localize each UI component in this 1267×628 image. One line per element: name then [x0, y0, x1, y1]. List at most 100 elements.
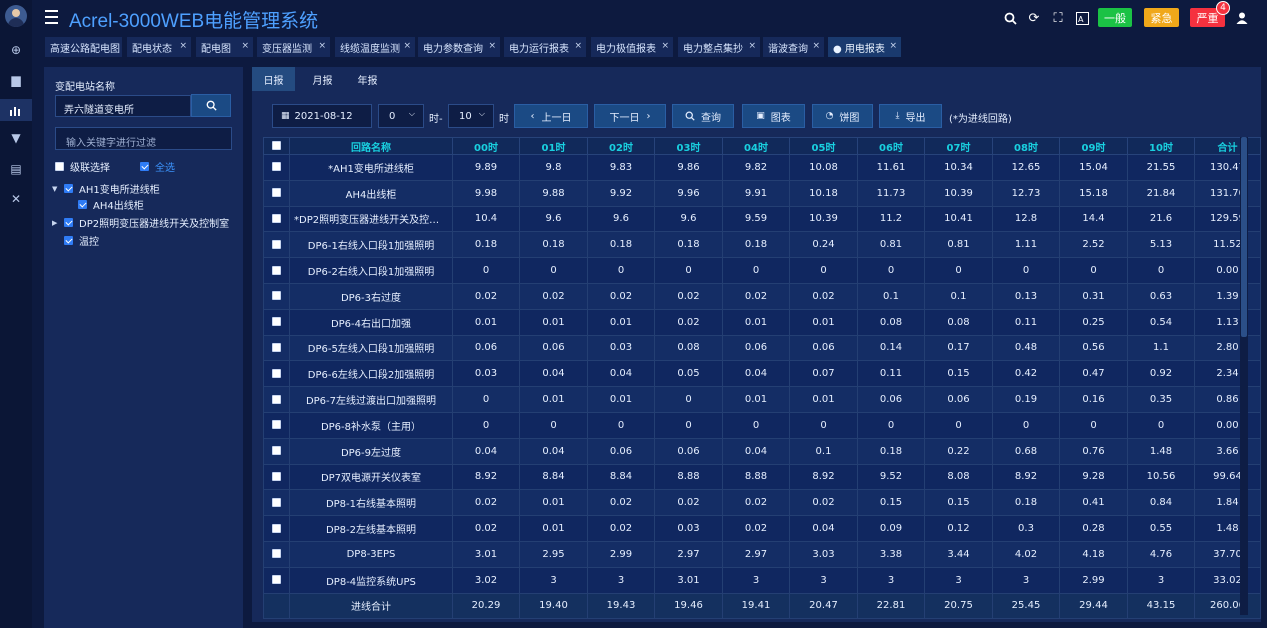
table-row[interactable]: DP6-8补水泵（主用） 0 0 0 0 0 0 0 0 0 0 0 0.00 [263, 411, 1261, 439]
row-checkbox[interactable] [272, 575, 281, 585]
station-search-button[interactable] [191, 94, 231, 117]
close-icon[interactable]: × [488, 41, 496, 51]
next-day-button[interactable]: 下一日 › [594, 104, 666, 128]
close-icon[interactable]: × [748, 41, 756, 51]
user-icon[interactable] [1234, 10, 1250, 26]
tree-node-checkbox[interactable] [78, 200, 87, 209]
table-row[interactable]: AH4出线柜 9.98 9.88 9.92 9.96 9.91 10.18 11.73 10.3… [263, 179, 1261, 207]
tree-node[interactable]: 温控 [52, 233, 99, 248]
table-row[interactable]: *DP2照明变压器进线开关及控制室 10.4 9.6 9.6 9.6 9.59 10.39 1… [263, 205, 1261, 233]
alarm-urgent-button[interactable]: 紧急 [1144, 8, 1179, 27]
tab-7[interactable]: 电力极值报表 × [591, 37, 673, 57]
select-all-rows-checkbox[interactable] [272, 141, 281, 150]
row-checkbox-cell[interactable] [263, 231, 290, 259]
station-select[interactable]: 弄六隧道变电所 [55, 95, 191, 117]
row-checkbox-cell[interactable] [263, 257, 290, 284]
row-checkbox-cell[interactable] [263, 437, 290, 465]
table-row[interactable]: DP6-2右线入口段1加强照明 0 0 0 0 0 0 0 0 0 0 0 0.00 [263, 257, 1261, 284]
row-checkbox-cell[interactable] [263, 515, 290, 542]
row-checkbox[interactable] [272, 162, 281, 172]
tab-9[interactable]: 谐波查询 × [763, 37, 824, 57]
select-all-option[interactable]: 全选 [140, 159, 175, 174]
camera-icon[interactable]: ▼ [11, 131, 21, 145]
row-checkbox[interactable] [272, 291, 281, 301]
table-row[interactable]: DP8-2左线基本照明 0.02 0.01 0.02 0.03 0.02 0.04 0.09 0… [263, 515, 1261, 542]
select-all-checkbox[interactable] [140, 162, 149, 171]
close-icon[interactable]: × [889, 41, 897, 51]
tab-daily-report[interactable]: 日报 [252, 67, 295, 91]
table-row[interactable]: DP6-9左过度 0.04 0.04 0.06 0.06 0.04 0.1 0.18 0.22 0… [263, 437, 1261, 465]
row-checkbox-cell[interactable] [263, 334, 290, 362]
table-row[interactable]: DP6-1右线入口段1加强照明 0.18 0.18 0.18 0.18 0.18 0.24 0… [263, 231, 1261, 259]
hour-from-select[interactable]: 0 ⌵ [378, 104, 424, 128]
date-picker[interactable]: ▦ 2021-08-12 [272, 104, 372, 128]
row-checkbox[interactable] [272, 265, 281, 275]
row-checkbox-cell[interactable] [263, 540, 290, 568]
table-row[interactable]: DP8-1右线基本照明 0.02 0.01 0.02 0.02 0.02 0.02 0.15 0… [263, 489, 1261, 517]
row-checkbox[interactable] [272, 497, 281, 507]
tab-8[interactable]: 电力整点集抄 × [678, 37, 760, 57]
table-row[interactable]: DP6-4右出口加强 0.01 0.01 0.01 0.02 0.01 0.01 0.08 0.… [263, 308, 1261, 336]
close-icon[interactable]: × [574, 41, 582, 51]
prev-day-button[interactable]: ‹ 上一日 [514, 104, 588, 128]
table-row[interactable]: DP6-3右过度 0.02 0.02 0.02 0.02 0.02 0.02 0.1 0.1 0.… [263, 282, 1261, 310]
fullscreen-icon[interactable]: ⛶ [1053, 10, 1063, 26]
header-checkbox-cell[interactable] [263, 137, 290, 155]
tab-5[interactable]: 电力参数查询 × [418, 37, 500, 57]
close-icon[interactable]: × [661, 41, 669, 51]
close-icon[interactable]: × [812, 41, 820, 51]
row-checkbox-cell[interactable] [263, 308, 290, 336]
tab-3[interactable]: 变压器监测 × [257, 37, 330, 57]
table-row[interactable]: *AH1变电所进线柜 9.89 9.8 9.83 9.86 9.82 10.08 11.61 1… [263, 154, 1261, 181]
bar-chart-icon[interactable] [0, 99, 32, 121]
cascade-select-option[interactable]: 级联选择 [55, 159, 110, 174]
close-icon[interactable]: × [241, 41, 249, 51]
table-scrollbar[interactable] [1240, 137, 1248, 615]
folder-icon[interactable]: ▆ [11, 73, 21, 87]
row-checkbox[interactable] [272, 368, 281, 378]
menu-icon[interactable] [45, 10, 58, 24]
row-checkbox-cell[interactable] [263, 179, 290, 207]
row-checkbox-cell[interactable] [263, 489, 290, 517]
hour-to-select[interactable]: 10 ⌵ [448, 104, 494, 128]
row-checkbox[interactable] [272, 420, 281, 430]
refresh-icon[interactable]: ⟳ [1028, 10, 1040, 26]
tree-filter-input[interactable]: 输入关键字进行过滤 [55, 127, 232, 150]
table-row[interactable]: DP6-6左线入口段2加强照明 0.03 0.04 0.04 0.05 0.04 0.07 0… [263, 360, 1261, 388]
row-checkbox[interactable] [272, 239, 281, 249]
row-checkbox-cell[interactable] [263, 411, 290, 439]
globe-icon[interactable]: ⊕ [10, 43, 22, 57]
tab-6[interactable]: 电力运行报表 × [504, 37, 586, 57]
tab-10[interactable]: ● 用电报表 × [828, 37, 901, 57]
export-button[interactable]: ⤓ 导出 [879, 104, 942, 128]
row-checkbox-cell[interactable] [263, 463, 290, 491]
tab-0[interactable]: 高速公路配电图 [45, 37, 122, 57]
tab-2[interactable]: 配电图 × [196, 37, 253, 57]
row-checkbox-cell[interactable] [263, 360, 290, 388]
table-row[interactable]: DP6-7左线过渡出口加强照明 0 0.01 0.01 0 0.01 0.01 0.06 0.0… [263, 386, 1261, 413]
expand-arrow-icon[interactable]: ▶ [52, 218, 58, 227]
row-checkbox[interactable] [272, 213, 281, 223]
alarm-severe-button[interactable]: 严重 [1190, 8, 1225, 27]
alarm-general-button[interactable]: 一般 [1098, 8, 1132, 27]
table-row[interactable]: DP7双电源开关仪表室 8.92 8.84 8.84 8.88 8.88 8.92 9.52 8… [263, 463, 1261, 491]
cascade-checkbox[interactable] [55, 162, 64, 171]
close-icon[interactable]: × [179, 41, 187, 51]
row-checkbox[interactable] [272, 446, 281, 456]
tab-1[interactable]: 配电状态 × [127, 37, 191, 57]
tree-node[interactable]: ▼ AH1变电所进线柜 [52, 181, 160, 196]
document-icon[interactable]: ▤ [10, 162, 22, 176]
tree-node[interactable]: ▶ DP2照明变压器进线开关及控制室 [52, 215, 229, 230]
tab-yearly-report[interactable]: 年报 [357, 75, 378, 87]
pie-button[interactable]: ◔ 饼图 [812, 104, 873, 128]
font-size-icon[interactable]: A [1074, 10, 1090, 26]
row-checkbox[interactable] [272, 523, 281, 533]
avatar[interactable] [5, 5, 27, 27]
close-icon[interactable]: × [318, 41, 326, 51]
row-checkbox[interactable] [272, 394, 281, 404]
row-checkbox-cell[interactable] [263, 205, 290, 233]
row-checkbox[interactable] [272, 471, 281, 481]
expand-arrow-icon[interactable]: ▼ [52, 184, 58, 193]
table-row[interactable]: DP6-5左线入口段1加强照明 0.06 0.06 0.03 0.08 0.06 0.06 0… [263, 334, 1261, 362]
row-checkbox[interactable] [272, 549, 281, 559]
